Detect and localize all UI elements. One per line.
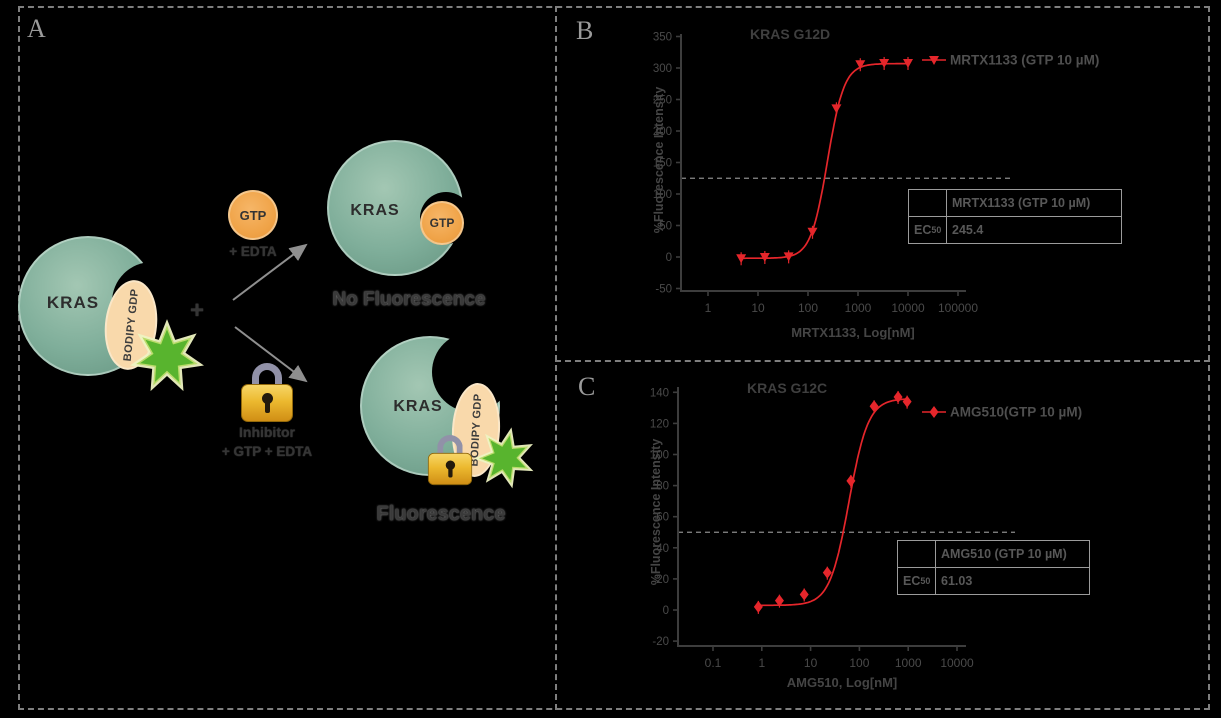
svg-text:80: 80	[656, 481, 669, 493]
kras-label-left: KRAS	[46, 293, 100, 312]
svg-text:100000: 100000	[938, 301, 978, 315]
table-header-cell: AMG510 (GTP 10 µM)	[935, 541, 1089, 567]
gtp-label: GTP	[239, 207, 267, 223]
svg-text:%Fluorescence Intensity: %Fluorescence Intensity	[652, 87, 666, 234]
panel-divider-vertical	[555, 6, 557, 710]
table-header-row: AMG510 (GTP 10 µM)	[898, 541, 1089, 567]
axes: -50 0 50 100 150 200 250 300 350 1 10 100 1000 10000 1…	[653, 32, 979, 316]
svg-text:100: 100	[798, 301, 818, 315]
data-points	[753, 390, 912, 614]
svg-text:0: 0	[666, 252, 672, 264]
no-fluorescence-caption: No Fluorescence	[332, 289, 486, 310]
lock-body	[241, 384, 293, 422]
svg-text:120: 120	[650, 418, 669, 430]
svg-text:10000: 10000	[940, 656, 974, 670]
svg-text:-50: -50	[655, 284, 672, 296]
table-header-cell: MRTX1133 (GTP 10 µM)	[946, 190, 1121, 216]
edta-note: + EDTA	[229, 244, 277, 259]
ec50-value-cell: 245.4	[946, 217, 1121, 243]
axes: -20 0 20 40 60 80 100 120 140 0.1 1 10 100 1000 10000	[650, 387, 974, 670]
svg-text:10000: 10000	[891, 301, 925, 315]
table-empty-cell	[909, 190, 946, 216]
fit-curve	[756, 398, 909, 607]
legend: MRTX1133 (GTP 10 µM)	[922, 53, 1099, 68]
panel-a-label: A	[27, 14, 46, 43]
svg-text:60: 60	[656, 512, 669, 524]
ec50-value-cell: 61.03	[935, 568, 1089, 594]
ec50-label-cell: EC 50	[903, 574, 931, 588]
bound-lock-shackle	[437, 435, 463, 456]
bound-gtp-circle: GTP	[420, 201, 464, 245]
inhibitor-label: Inhibitor	[239, 424, 295, 440]
svg-text:MRTX1133 (GTP 10 µM): MRTX1133 (GTP 10 µM)	[950, 53, 1099, 68]
kras-label-top: KRAS	[350, 202, 400, 219]
bound-lock-body	[427, 452, 473, 486]
svg-text:KRAS G12D: KRAS G12D	[750, 26, 830, 42]
inhibitor-note: + GTP + EDTA	[221, 444, 313, 459]
plus-sign: +	[189, 297, 204, 324]
svg-text:1: 1	[758, 656, 765, 670]
arrow-to-fluorescence	[234, 326, 308, 383]
svg-text:10: 10	[751, 301, 765, 315]
ec50-label-cell: EC 50	[914, 223, 942, 237]
reaction-arrows	[232, 243, 308, 383]
svg-text:300: 300	[653, 63, 672, 75]
svg-text:%Fluorescence Intensity: %Fluorescence Intensity	[649, 439, 663, 586]
svg-text:KRAS G12C: KRAS G12C	[747, 380, 827, 396]
svg-text:10: 10	[804, 656, 818, 670]
table-empty-cell	[898, 541, 935, 567]
svg-text:AMG510, Log[nM]: AMG510, Log[nM]	[787, 675, 898, 690]
ec50-table-amg510: AMG510 (GTP 10 µM) EC 50 61.03	[897, 540, 1090, 595]
svg-text:150: 150	[653, 158, 672, 170]
svg-text:AMG510(GTP 10 µM): AMG510(GTP 10 µM)	[950, 405, 1082, 420]
fluorescence-caption: Fluorescence	[376, 503, 506, 525]
svg-text:1000: 1000	[895, 656, 922, 670]
legend: AMG510(GTP 10 µM)	[922, 405, 1082, 420]
arrow-to-no-fluorescence	[232, 243, 308, 301]
svg-text:100: 100	[653, 189, 672, 201]
svg-text:100: 100	[849, 656, 869, 670]
svg-text:100: 100	[650, 450, 669, 462]
svg-text:40: 40	[656, 543, 669, 555]
svg-text:200: 200	[653, 126, 672, 138]
panel-divider-horizontal	[555, 360, 1210, 362]
kras-label-bottom: KRAS	[393, 398, 443, 415]
figure-dashed-border	[18, 6, 1210, 710]
fluorophore-star-icon	[130, 319, 204, 392]
table-value-row: EC 50 61.03	[898, 567, 1089, 594]
svg-text:140: 140	[650, 387, 669, 399]
dose-response-chart-mrtx1133: -50 0 50 100 150 200 250 300 350 1 10 100 1000 10000 1…	[652, 26, 1099, 340]
lock-shackle	[252, 363, 282, 387]
svg-text:250: 250	[653, 95, 672, 107]
inhibitor-lock-icon	[241, 363, 293, 422]
svg-text:20: 20	[656, 574, 669, 586]
panel-c-label: C	[578, 372, 596, 401]
bound-inhibitor-lock-icon	[427, 435, 473, 486]
svg-text:-20: -20	[652, 636, 669, 648]
svg-text:MRTX1133, Log[nM]: MRTX1133, Log[nM]	[791, 325, 915, 340]
data-points	[736, 56, 913, 266]
svg-text:0: 0	[663, 605, 669, 617]
svg-text:50: 50	[659, 221, 672, 233]
panel-b-label: B	[576, 16, 594, 45]
svg-text:0.1: 0.1	[705, 656, 722, 670]
svg-text:350: 350	[653, 32, 672, 44]
table-value-row: EC 50 245.4	[909, 216, 1121, 243]
fluorophore-star-icon-bound	[473, 427, 534, 489]
svg-text:1: 1	[705, 301, 712, 315]
ec50-table-mrtx1133: MRTX1133 (GTP 10 µM) EC 50 245.4	[908, 189, 1122, 244]
fit-curve	[739, 62, 909, 260]
dose-response-chart-amg510: -20 0 20 40 60 80 100 120 140 0.1 1 10 100 1000 10000 A…	[649, 380, 1082, 690]
svg-text:1000: 1000	[845, 301, 872, 315]
bound-gtp-label: GTP	[429, 216, 455, 230]
table-header-row: MRTX1133 (GTP 10 µM)	[909, 190, 1121, 216]
gtp-circle: GTP	[228, 190, 278, 240]
